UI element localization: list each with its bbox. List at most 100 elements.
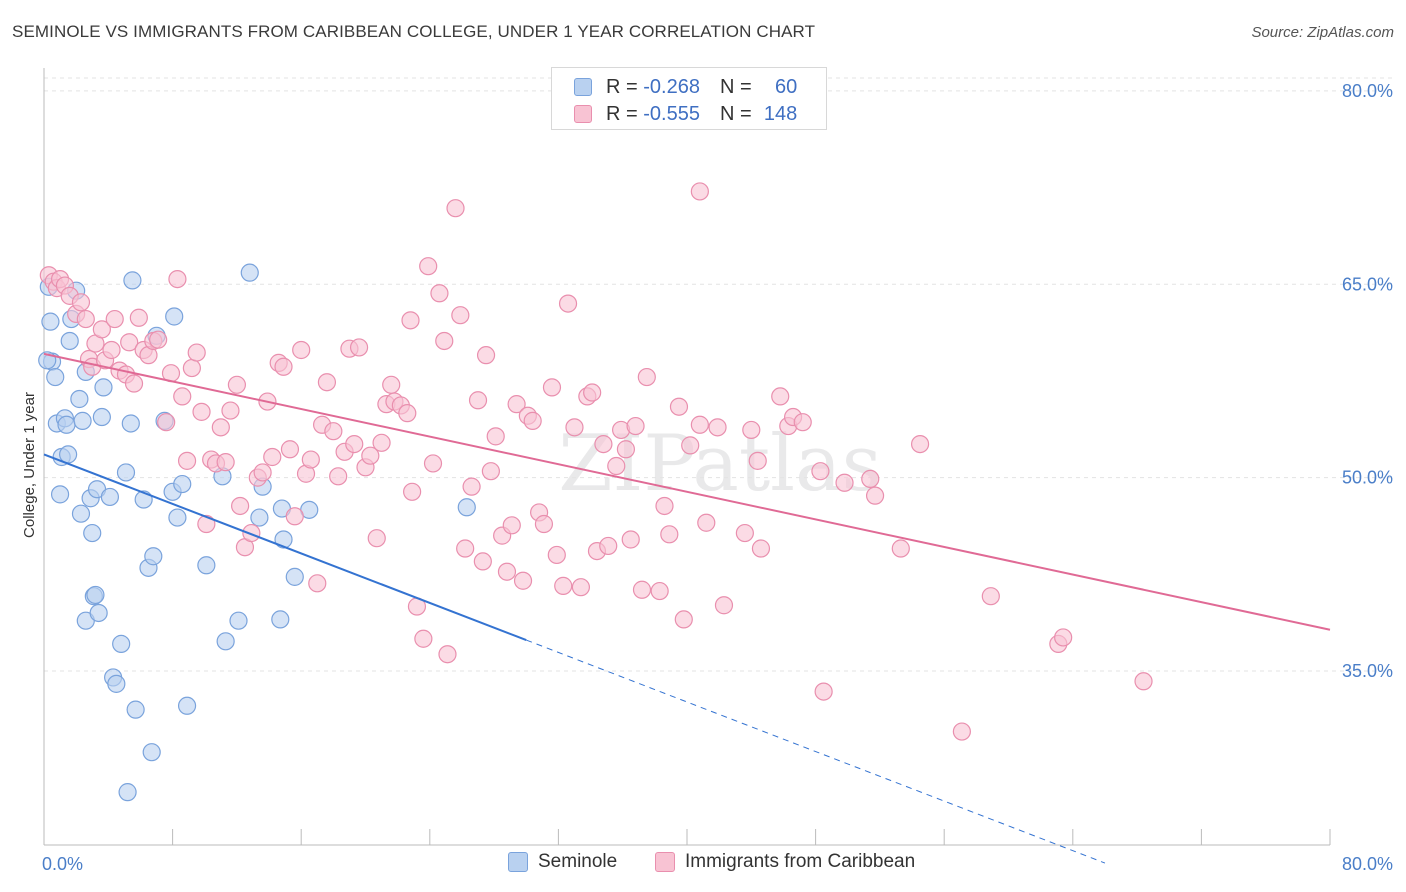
caribbean-point xyxy=(674,610,693,629)
caribbean-point xyxy=(263,447,282,467)
y-tick-label: 35.0% xyxy=(1342,661,1393,681)
caribbean-point xyxy=(71,293,91,312)
caribbean-point xyxy=(748,451,767,470)
caribbean-point xyxy=(274,357,293,376)
caribbean-point xyxy=(690,182,709,201)
caribbean-point xyxy=(669,397,689,416)
seminole-trend-extension xyxy=(526,639,1106,864)
caribbean-point xyxy=(182,358,201,378)
x-tick-label: 0.0% xyxy=(42,854,83,874)
caribbean-point xyxy=(462,477,481,496)
axis-ticks: 35.0% 50.0% 65.0% 80.0% 0.0% 80.0% xyxy=(42,81,1393,874)
r-value: -0.555 xyxy=(643,102,700,125)
seminole-point xyxy=(86,585,105,605)
caribbean-point xyxy=(227,375,246,394)
seminole-trend-line xyxy=(43,453,527,641)
caribbean-point xyxy=(419,257,438,276)
caribbean-point xyxy=(231,496,250,516)
caribbean-point xyxy=(211,418,230,437)
caribbean-point xyxy=(177,451,197,470)
caribbean-point xyxy=(910,434,930,454)
seminole-point xyxy=(250,508,269,527)
caribbean-point xyxy=(456,539,475,558)
caribbean-point xyxy=(473,552,492,571)
caribbean-point xyxy=(481,462,500,481)
trend-lines xyxy=(43,352,1331,864)
r-value: -0.268 xyxy=(643,75,700,98)
caribbean-point xyxy=(345,434,364,454)
caribbean-point xyxy=(650,581,669,601)
caribbean-point xyxy=(891,539,910,558)
caribbean-point xyxy=(681,436,700,455)
seminole-point xyxy=(71,504,91,523)
correlation-legend: R = -0.268 N = 60 R = -0.555 N = 148 xyxy=(551,67,827,130)
y-axis-label: College, Under 1 year xyxy=(21,392,38,538)
caribbean-point xyxy=(398,404,417,423)
caribbean-point xyxy=(621,530,640,549)
caribbean-point xyxy=(430,284,449,303)
caribbean-point xyxy=(865,486,885,505)
caribbean-point xyxy=(690,415,709,434)
seminole-point xyxy=(118,783,137,802)
n-label: N = xyxy=(719,75,752,98)
seminole-point xyxy=(100,487,120,507)
caribbean-point xyxy=(308,574,327,593)
caribbean-point xyxy=(714,596,734,615)
caribbean-point xyxy=(285,507,304,526)
seminole-point xyxy=(83,523,102,543)
caribbean-point xyxy=(607,456,626,476)
seminole-point xyxy=(274,530,293,549)
caribbean-point xyxy=(697,513,716,532)
caribbean-point xyxy=(751,539,771,558)
r-label: R = xyxy=(606,75,638,98)
seminole-point xyxy=(46,367,65,387)
caribbean-point xyxy=(168,269,187,289)
caribbean-point xyxy=(594,434,613,454)
seminole-point xyxy=(240,263,259,282)
seminole-point xyxy=(165,307,184,326)
caribbean-point xyxy=(280,440,300,459)
caribbean-swatch xyxy=(574,105,592,123)
caribbean-point xyxy=(599,536,618,556)
caribbean-point xyxy=(637,367,656,387)
seminole-point xyxy=(60,331,79,351)
caribbean-point xyxy=(292,340,311,360)
caribbean-point xyxy=(814,682,833,701)
seminole-point xyxy=(229,611,248,630)
caribbean-point xyxy=(835,473,854,492)
caribbean-point xyxy=(811,462,830,481)
seminole-point xyxy=(173,474,192,494)
seminole-point xyxy=(177,696,197,715)
caribbean-point xyxy=(187,343,206,362)
caribbean-point xyxy=(129,308,148,327)
caribbean-point xyxy=(513,571,533,590)
legend-item-seminole: Seminole xyxy=(508,851,617,873)
seminole-point xyxy=(94,378,113,397)
caribbean-point xyxy=(547,545,566,565)
seminole-point xyxy=(216,632,235,651)
caribbean-point xyxy=(102,340,121,360)
seminole-point xyxy=(271,610,290,629)
caribbean-point xyxy=(507,395,526,414)
caribbean-point xyxy=(451,306,470,325)
caribbean-point xyxy=(157,413,176,432)
caribbean-point xyxy=(423,454,443,473)
caribbean-point xyxy=(660,525,679,544)
gridlines xyxy=(44,77,1393,672)
seminole-swatch xyxy=(574,78,592,96)
seminole-point xyxy=(41,312,60,331)
caribbean-point xyxy=(497,562,517,581)
seminole-point xyxy=(168,508,187,527)
legend-row-caribbean: R = -0.555 N = 148 xyxy=(574,102,797,126)
seminole-point xyxy=(50,485,70,504)
y-tick-label: 80.0% xyxy=(1342,81,1393,101)
seminole-point xyxy=(121,414,140,433)
caribbean-point xyxy=(771,387,790,406)
caribbean-point xyxy=(523,411,542,430)
seminole-point xyxy=(89,603,108,623)
caribbean-point xyxy=(1134,672,1153,691)
caribbean-point xyxy=(571,578,591,597)
caribbean-point xyxy=(655,496,674,516)
seminole-point xyxy=(197,556,216,575)
